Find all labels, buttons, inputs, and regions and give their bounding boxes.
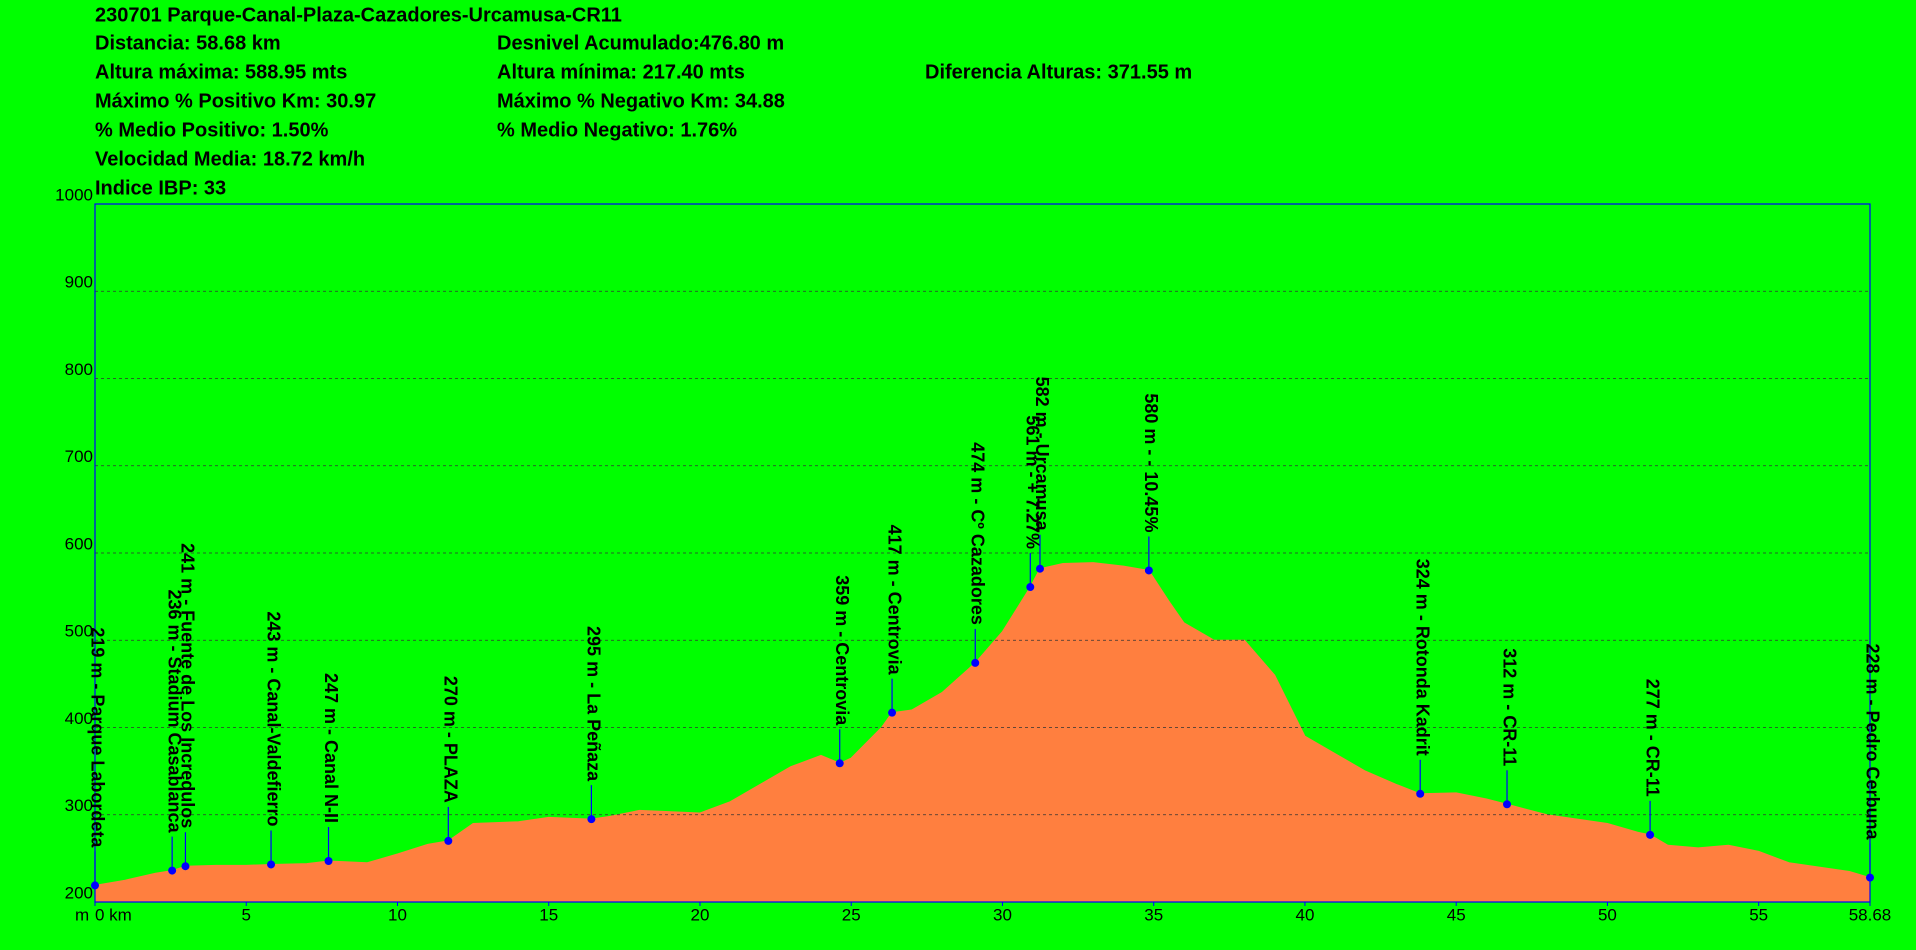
stat: Altura mínima: 217.40 mts (497, 61, 745, 83)
x-tick-label: 50 (1598, 905, 1617, 924)
stat: Diferencia Alturas: 371.55 m (925, 61, 1192, 83)
waypoint (1144, 566, 1153, 575)
waypoint (587, 815, 596, 824)
x-tick-label: 15 (539, 905, 558, 924)
waypoint (1503, 800, 1512, 809)
waypoint-label: 561 m - + 7.27% (1023, 415, 1043, 549)
waypoint-label: 580 m - - 10.45% (1141, 393, 1161, 532)
x-tick-label: 0 km (95, 905, 132, 924)
x-tick-label: 25 (842, 905, 861, 924)
waypoint (181, 862, 190, 871)
waypoint-label: 241 m - Fuente de Los Incredulos (178, 543, 198, 828)
y-tick-label: 700 (65, 447, 93, 466)
waypoint-label: 270 m - PLAZA (441, 676, 461, 803)
waypoint (168, 866, 177, 875)
waypoint-label: 417 m - Centrovia (884, 525, 904, 676)
plot-frame (94, 203, 1871, 903)
waypoint (888, 708, 897, 717)
y-tick-label: 300 (65, 796, 93, 815)
x-tick-label: 55 (1749, 905, 1768, 924)
waypoint (444, 836, 453, 845)
x-tick-label: 40 (1295, 905, 1314, 924)
waypoint-label: 312 m - CR-11 (1499, 648, 1519, 766)
waypoint-label: 359 m - Centrovia (832, 575, 852, 726)
waypoint-label: 228 m - Pedro Cerbuna (1862, 644, 1882, 841)
waypoint (1866, 873, 1874, 882)
stat: % Medio Positivo: 1.50% (95, 119, 329, 141)
waypoint (324, 856, 333, 865)
waypoint-label: 295 m - La Peñaza (584, 626, 604, 782)
y-tick-label: 900 (65, 273, 93, 292)
waypoint-label: 324 m - Rotonda Kadrit (1412, 559, 1432, 756)
waypoint (971, 658, 980, 667)
x-tick-label: 58.68 (1849, 905, 1892, 924)
x-tick-label: 30 (993, 905, 1012, 924)
x-tick-label: 5 (242, 905, 251, 924)
stat: Indice IBP: 33 (95, 177, 226, 199)
x-tick-label: 35 (1144, 905, 1163, 924)
waypoint (267, 860, 276, 869)
x-tick-label: 20 (691, 905, 710, 924)
waypoint-label: 247 m - Canal N-II (321, 673, 341, 823)
waypoint (1026, 583, 1035, 592)
y-tick-label: 800 (65, 360, 93, 379)
x-tick-label: 45 (1447, 905, 1466, 924)
stat: Máximo % Positivo Km: 30.97 (95, 90, 376, 112)
y-tick-label: 200 (65, 883, 93, 902)
title: 230701 Parque-Canal-Plaza-Cazadores-Urca… (95, 4, 622, 26)
stat: % Medio Negativo: 1.76% (497, 119, 737, 141)
y-tick-label: 500 (65, 622, 93, 641)
waypoint-label: 243 m - Canal-Valdefierro (263, 611, 283, 826)
stat: Velocidad Media: 18.72 km/h (95, 148, 365, 170)
stat: Máximo % Negativo Km: 34.88 (497, 90, 785, 112)
stat: Desnivel Acumulado:476.80 m (497, 32, 784, 54)
waypoint-label: 236 m - Stadium Casablanca (164, 589, 184, 833)
waypoint (1035, 564, 1044, 573)
y-axis-unit: m (75, 905, 89, 924)
x-tick-label: 10 (388, 905, 407, 924)
waypoint-label: 219 m - Parque Labordeta (87, 627, 107, 848)
waypoint (1646, 830, 1655, 839)
stat: Altura máxima: 588.95 mts (95, 61, 347, 83)
y-tick-label: 600 (65, 534, 93, 553)
waypoint (91, 881, 99, 890)
waypoint-label: 474 m - Cº Cazadores (967, 442, 987, 625)
waypoint-label: 582 m - Urcamusa (1032, 377, 1052, 532)
waypoint-label: 277 m - CR-11 (1642, 679, 1662, 797)
stat: Distancia: 58.68 km (95, 32, 281, 54)
waypoint (835, 759, 844, 768)
y-tick-label: 1000 (55, 185, 93, 204)
y-tick-label: 400 (65, 709, 93, 728)
waypoint (1416, 789, 1425, 798)
